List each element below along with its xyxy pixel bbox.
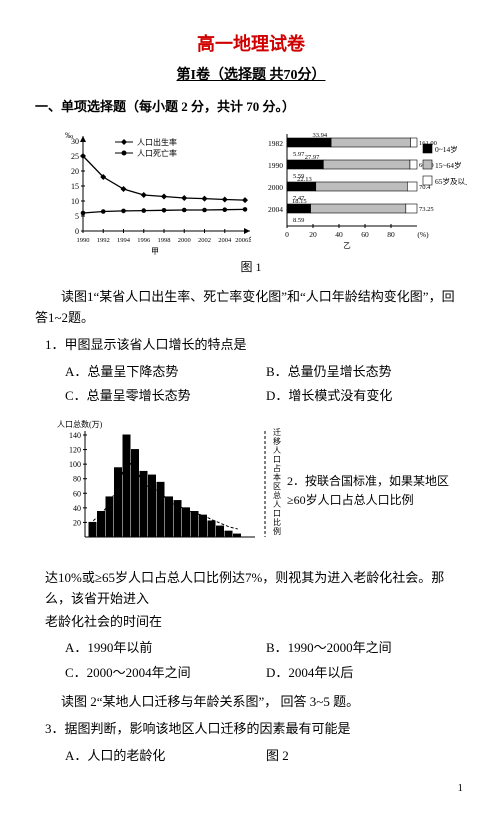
q3-stem: 3．据图判断，影响该地区人口迁移的因素最有可能是 <box>45 719 467 740</box>
q3-line: A．人口的老龄化 图 2 <box>65 744 467 769</box>
q3-opt-a: A．人口的老龄化 <box>65 744 266 769</box>
svg-text:(%): (%) <box>417 230 429 239</box>
para2b: 老龄化社会的时间在 <box>45 612 467 633</box>
svg-text:本: 本 <box>273 472 281 482</box>
svg-text:0: 0 <box>75 227 79 236</box>
svg-text:80: 80 <box>73 475 81 484</box>
svg-text:总: 总 <box>273 490 281 500</box>
svg-text:20: 20 <box>71 167 79 176</box>
figure-2-wrap: 人口总数(万) 20406080100120140 乙 迁移人口占本区总人口比例… <box>55 417 467 564</box>
svg-text:1990: 1990 <box>77 237 90 244</box>
exam-title: 高一地理试卷 <box>35 30 467 59</box>
fig1-left-chart: 051015202530 199019921994199619982000200… <box>55 126 251 256</box>
svg-text:例: 例 <box>273 526 281 536</box>
exam-subtitle: 第I卷（选择题 共70分） <box>35 65 467 87</box>
svg-text:15: 15 <box>71 182 79 191</box>
figure-1-row: 051015202530 199019921994199619982000200… <box>55 126 467 256</box>
svg-text:8.59: 8.59 <box>293 217 304 224</box>
q2-options: A．1990年以前 B．1990～2000年之间 C．2000～2004年之间 … <box>65 636 467 686</box>
fig2-chart: 人口总数(万) 20406080100120140 乙 迁移人口占本区总人口比例… <box>55 417 455 557</box>
svg-text:甲: 甲 <box>151 247 159 256</box>
paragraph-3: 读图 2“某地人口迁移与年龄关系图”， 回答 3~5 题。 <box>35 692 467 713</box>
svg-text:口: 口 <box>273 509 281 518</box>
q2-stem-inline: 2．按联合国标准，如果某地区≥60岁人口占总人口比例 <box>287 472 455 510</box>
paragraph-1: 读图1“某省人口出生率、死亡率变化图”和“人口年龄结构变化图”，回答1~2题。 <box>35 287 467 329</box>
svg-text:2004: 2004 <box>268 205 283 214</box>
svg-text:人口死亡率: 人口死亡率 <box>137 148 177 158</box>
q1-opt-c: C．总量呈零增长态势 <box>65 384 266 409</box>
svg-text:乙: 乙 <box>343 241 351 250</box>
svg-text:1994: 1994 <box>117 237 131 244</box>
svg-text:人口总数(万): 人口总数(万) <box>57 419 103 429</box>
svg-text:‰: ‰ <box>65 131 73 140</box>
svg-text:区: 区 <box>273 482 281 491</box>
svg-text:27.97: 27.97 <box>304 154 319 161</box>
svg-text:5: 5 <box>75 212 79 221</box>
svg-text:人: 人 <box>273 500 281 509</box>
svg-text:迁: 迁 <box>273 427 281 437</box>
page-number: 1 <box>35 780 467 798</box>
section-heading: 一、单项选择题（每小题 2 分，共计 70 分。） <box>35 97 467 118</box>
para2a: 达10%或≥65岁人口占总人口比例达7%，则视其为进入老龄化社会。那么，该省开始… <box>45 568 467 610</box>
svg-text:2000: 2000 <box>178 237 191 244</box>
svg-text:18.15: 18.15 <box>292 198 307 205</box>
figure-1-caption: 图 1 <box>35 258 467 277</box>
svg-text:1996: 1996 <box>137 237 151 244</box>
svg-text:1992: 1992 <box>97 237 110 244</box>
svg-text:60: 60 <box>73 489 81 498</box>
svg-text:73.25: 73.25 <box>419 206 434 213</box>
q2-opt-d: D．2004年以后 <box>266 661 467 686</box>
svg-text:120: 120 <box>69 446 81 455</box>
svg-text:乙: 乙 <box>123 438 131 447</box>
svg-text:2002: 2002 <box>198 237 211 244</box>
svg-text:20: 20 <box>309 230 317 239</box>
svg-text:15~64岁: 15~64岁 <box>435 160 462 170</box>
q2-opt-b: B．1990～2000年之间 <box>266 636 467 661</box>
svg-text:22.13: 22.13 <box>297 176 312 183</box>
svg-text:1990: 1990 <box>268 161 283 170</box>
q2-opt-c: C．2000～2004年之间 <box>65 661 266 686</box>
svg-text:移: 移 <box>273 436 281 446</box>
svg-text:10: 10 <box>71 197 79 206</box>
svg-text:140: 140 <box>69 431 81 440</box>
svg-text:40: 40 <box>73 504 81 513</box>
svg-text:1998: 1998 <box>158 237 171 244</box>
svg-text:65岁及以上: 65岁及以上 <box>435 176 467 186</box>
svg-text:比: 比 <box>273 517 281 527</box>
svg-text:100: 100 <box>69 460 81 469</box>
svg-text:口: 口 <box>273 455 281 464</box>
q1-opt-a: A．总量呈下降态势 <box>65 360 266 385</box>
svg-text:2004: 2004 <box>218 237 232 244</box>
svg-text:5.97: 5.97 <box>293 151 305 158</box>
q1-options: A．总量呈下降态势 B．总量仍呈增长态势 C．总量呈零增长态势 D．增长模式没有… <box>65 360 467 410</box>
svg-text:2006年: 2006年 <box>235 235 250 244</box>
q2-opt-a: A．1990年以前 <box>65 636 266 661</box>
svg-text:1982: 1982 <box>268 139 283 148</box>
svg-text:40: 40 <box>335 230 343 239</box>
svg-text:人: 人 <box>273 446 281 455</box>
svg-text:20: 20 <box>73 519 81 528</box>
svg-text:80: 80 <box>387 230 395 239</box>
svg-text:占: 占 <box>273 463 281 473</box>
svg-text:2000: 2000 <box>268 183 283 192</box>
svg-text:33.94: 33.94 <box>312 132 327 139</box>
q1-opt-d: D．增长模式没有变化 <box>266 384 467 409</box>
svg-text:0~14岁: 0~14岁 <box>435 144 458 154</box>
q1-opt-b: B．总量仍呈增长态势 <box>266 360 467 385</box>
svg-text:人口出生率: 人口出生率 <box>137 137 177 147</box>
q1-stem: 1．甲图显示该省人口增长的特点是 <box>45 335 467 356</box>
svg-text:25: 25 <box>71 152 79 161</box>
fig1-right-chart: 198233.94161.005.97199027.9766.605.59200… <box>257 126 467 256</box>
fig2-caption: 图 2 <box>266 744 467 769</box>
svg-text:60: 60 <box>361 230 369 239</box>
svg-text:0: 0 <box>285 230 289 239</box>
